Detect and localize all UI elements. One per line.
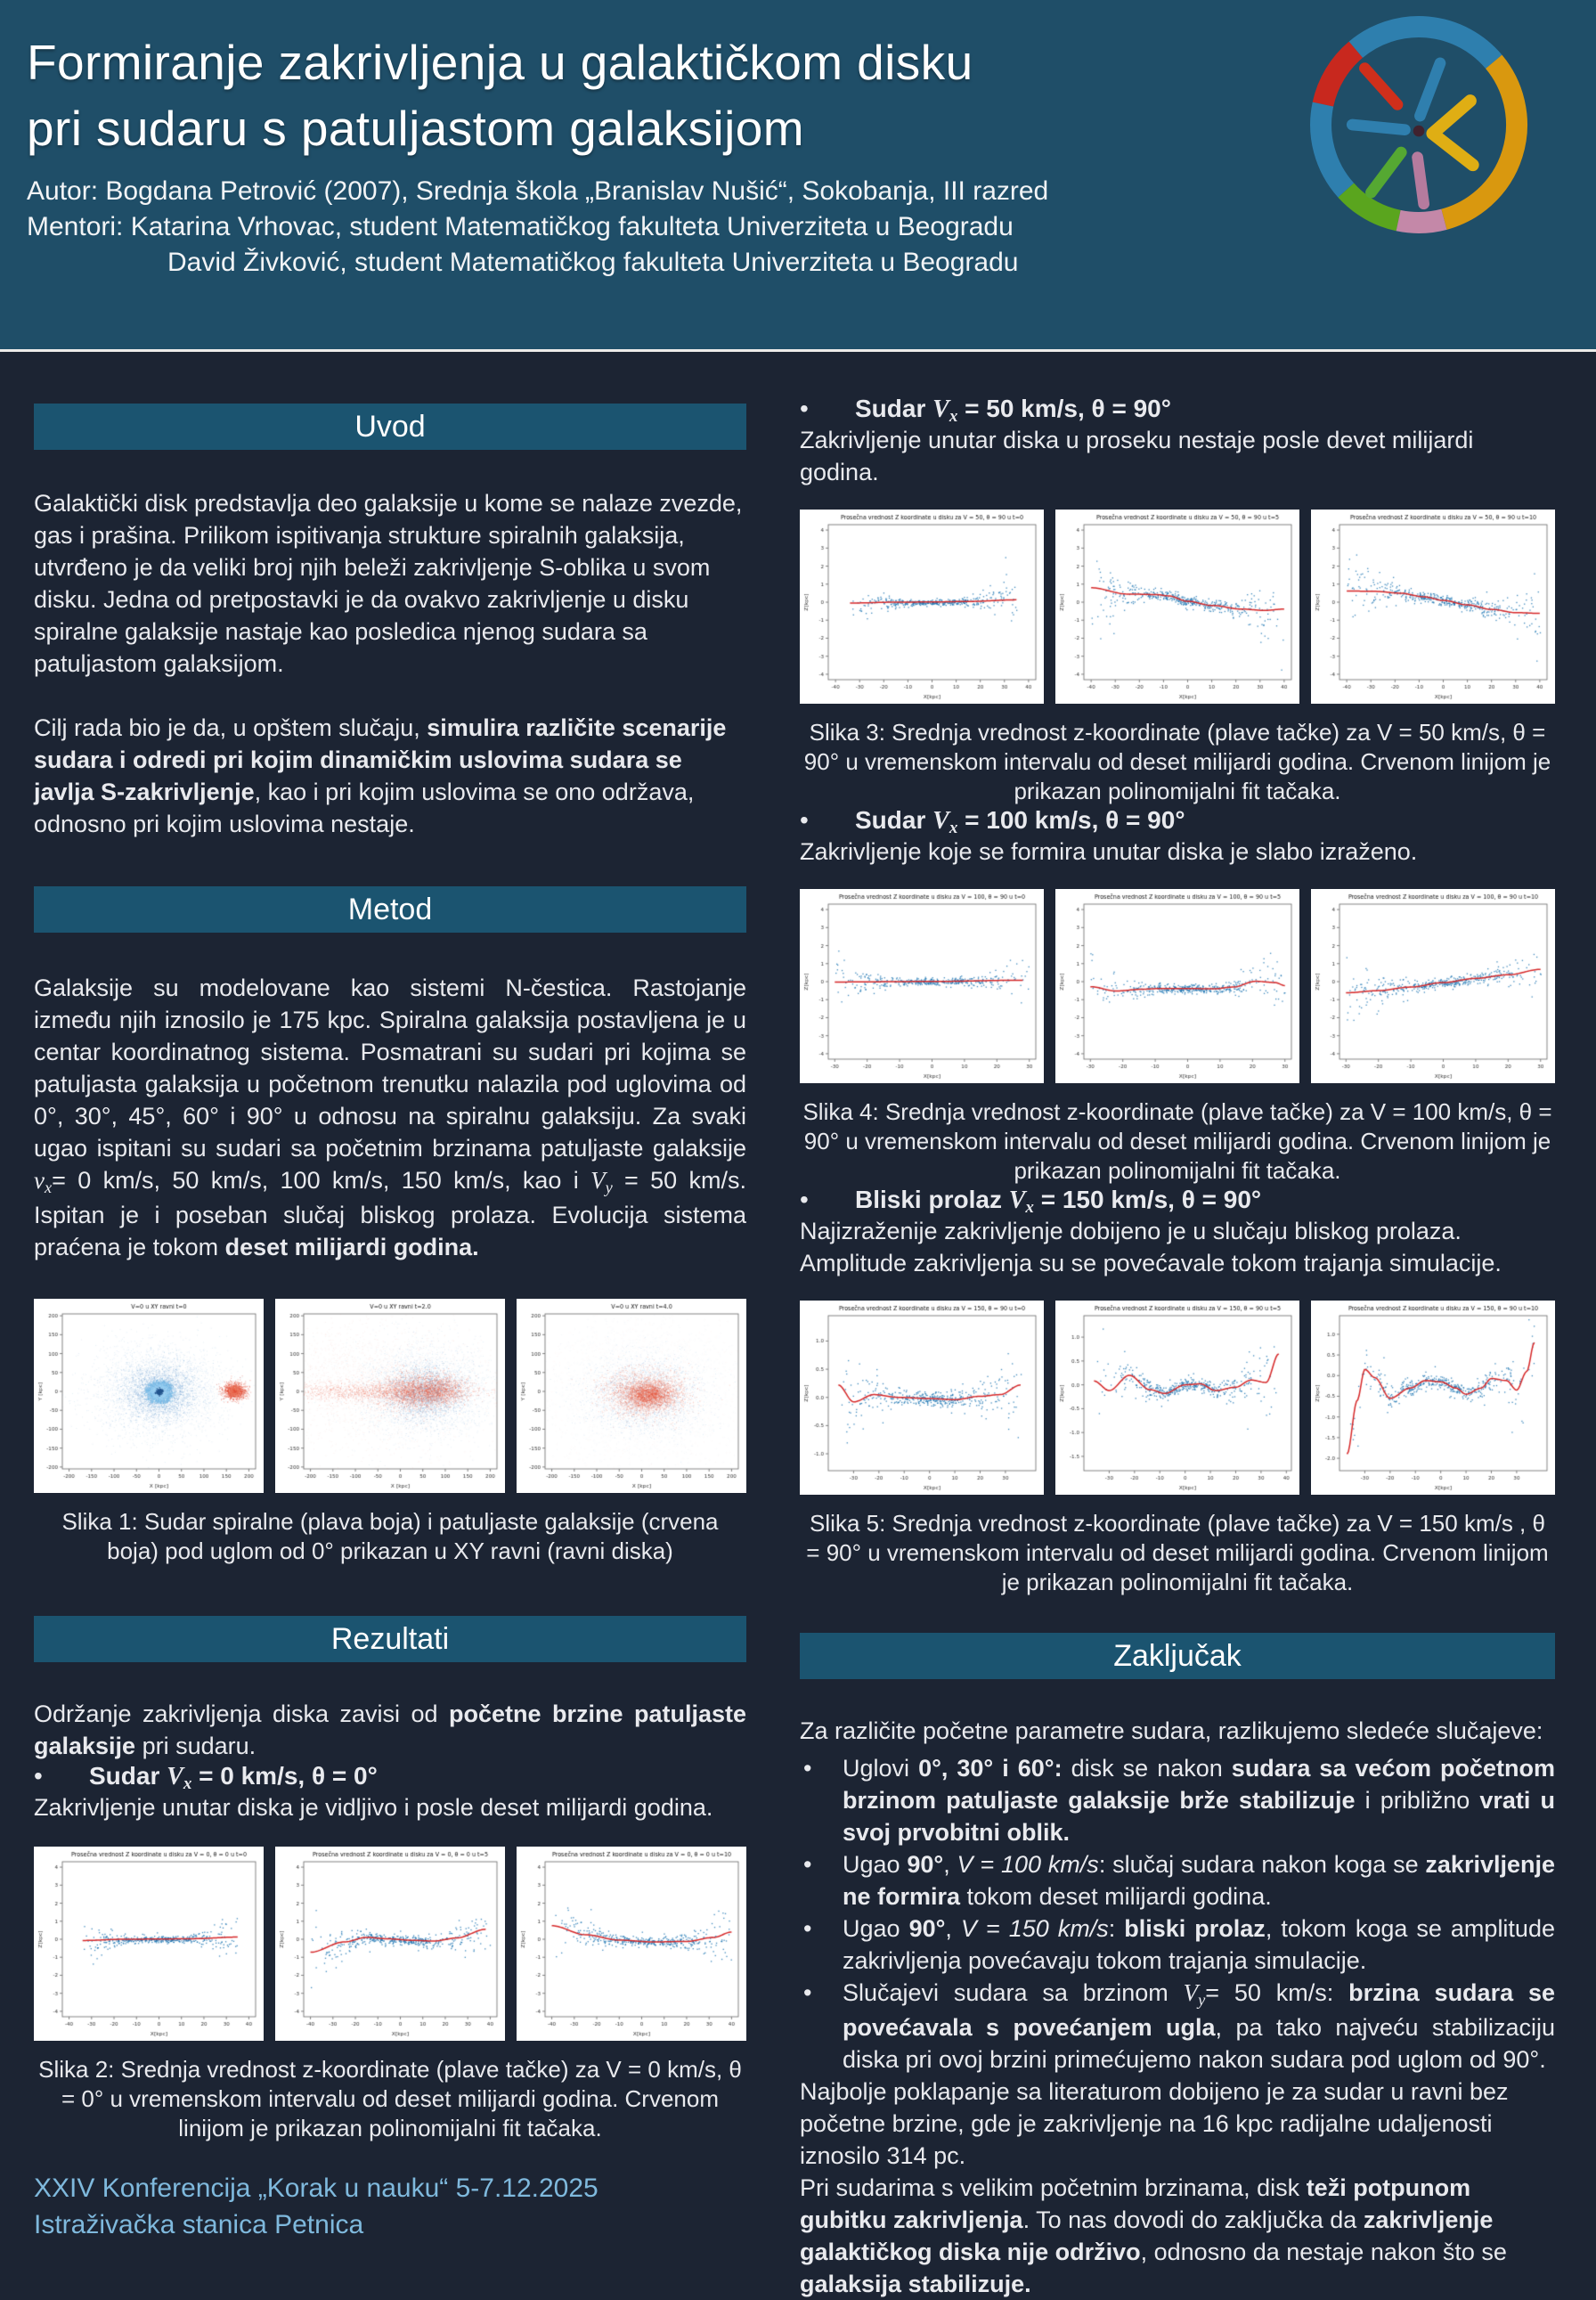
- slika5-panel-2-chart: [1055, 1301, 1299, 1495]
- bullet-marker: •: [34, 1762, 43, 1790]
- bullet-marker: •: [800, 395, 809, 422]
- slika2-panel-2: [275, 1847, 505, 2041]
- sudar-100-text: Zakrivljenje koje se formira unutar disk…: [800, 838, 1418, 865]
- slika5-caption: Slika 5: Srednja vrednost z-koordinate (…: [806, 1510, 1549, 1595]
- bullet-marker: •: [803, 1755, 812, 1782]
- rezultati-intro: Održanje zakrivljenja diska zavisi od po…: [34, 1701, 746, 1759]
- author-line: Autor: Bogdana Petrović (2007), Srednja …: [27, 176, 1049, 207]
- slika5-panel-1-chart: [800, 1301, 1044, 1495]
- bullet-marker: •: [800, 1186, 809, 1213]
- zakljucak-item-4: • Slučajevi sudara sa brzinom Vy= 50 km/…: [800, 1977, 1555, 2076]
- mentor-line-1: Mentori: Katarina Vrhovac, student Matem…: [27, 211, 1014, 241]
- slika5-panel-3: [1311, 1301, 1555, 1495]
- slika3-panel-1-chart: [800, 510, 1044, 704]
- footer-line-1: XXIV Konferencija „Korak u nauku“ 5-7.12…: [34, 2174, 598, 2203]
- slika4-panel-1: [800, 889, 1044, 1083]
- rezultati-bullet-text: Zakrivljenje unutar diska je vidljivo i …: [34, 1794, 713, 1821]
- slika3-panel-3-chart: [1311, 510, 1555, 704]
- slika3-row: [800, 510, 1555, 704]
- slika4-panel-1-chart: [800, 889, 1044, 1083]
- section-header-uvod: Uvod: [34, 404, 746, 450]
- uvod-paragraph-2: Cilj rada bio je da, u opštem slučaju, s…: [34, 714, 727, 837]
- bliski-prolaz-heading-text: Bliski prolaz Vx = 150 km/s, θ = 90°: [855, 1186, 1262, 1218]
- slika4-row: [800, 889, 1555, 1083]
- zakljucak-item-3: • Ugao 90°, V = 150 km/s: bliski prolaz,…: [800, 1913, 1555, 1977]
- right-column: • Sudar Vx = 50 km/s, θ = 90° Zakrivljen…: [800, 395, 1555, 2300]
- slika3-panel-3: [1311, 510, 1555, 704]
- metod-paragraph: Galaksije su modelovane kao sistemi N-če…: [34, 975, 746, 1260]
- zakljucak-item-1-text: Uglovi 0°, 30° i 60°: disk se nakon suda…: [843, 1755, 1555, 1846]
- poster-header: Formiranje zakrivljenja u galaktičkom di…: [0, 0, 1596, 352]
- zakljucak-item-2-text: Ugao 90°, V = 100 km/s: slučaj sudara na…: [843, 1851, 1555, 1910]
- sudar-50-heading-text: Sudar Vx = 50 km/s, θ = 90°: [855, 395, 1171, 427]
- slika2-panel-1: [34, 1847, 264, 2041]
- mentor-line-2: David Živković, student Matematičkog fak…: [167, 247, 1019, 277]
- slika2-panel-3: [517, 1847, 746, 2041]
- zakljucak-intro: Za različite početne parametre sudara, r…: [800, 1717, 1543, 1744]
- slika1-panel-3: [517, 1299, 746, 1493]
- rezultati-bullet-heading: • Sudar Vx = 0 km/s, θ = 0°: [34, 1762, 746, 1794]
- slika1-caption: Slika 1: Sudar spiralne (plava boja) i p…: [61, 1508, 719, 1564]
- conference-footer: XXIV Konferencija „Korak u nauku“ 5-7.12…: [34, 2170, 598, 2243]
- section-header-rezultati: Rezultati: [34, 1616, 746, 1662]
- sudar-50-text: Zakrivljenje unutar diska u proseku nest…: [800, 427, 1474, 485]
- slika1-panel-2: [275, 1299, 505, 1493]
- slika2-panel-3-chart: [517, 1847, 746, 2041]
- bullet-marker: •: [803, 1851, 812, 1878]
- bullet-marker: •: [800, 806, 809, 834]
- zakljucak-item-1: • Uglovi 0°, 30° i 60°: disk se nakon su…: [800, 1752, 1555, 1848]
- slika5-panel-1: [800, 1301, 1044, 1495]
- slika1-panel-1: [34, 1299, 264, 1493]
- slika4-panel-3: [1311, 889, 1555, 1083]
- sudar-50-heading: • Sudar Vx = 50 km/s, θ = 90°: [800, 395, 1555, 427]
- section-header-metod: Metod: [34, 886, 746, 933]
- slika3-panel-2-chart: [1055, 510, 1299, 704]
- slika3-panel-1: [800, 510, 1044, 704]
- footer-line-2: Istraživačka stanica Petnica: [34, 2210, 364, 2239]
- slika3-caption: Slika 3: Srednja vrednost z-koordinate (…: [803, 719, 1551, 804]
- zakljucak-item-3-text: Ugao 90°, V = 150 km/s: bliski prolaz, t…: [843, 1915, 1555, 1974]
- slika5-row: [800, 1301, 1555, 1495]
- slika2-panel-2-chart: [275, 1847, 505, 2041]
- bliski-prolaz-text: Najizraženije zakrivljenje dobijeno je u…: [800, 1218, 1502, 1276]
- slika2-caption: Slika 2: Srednja vrednost z-koordinate (…: [38, 2056, 742, 2141]
- poster-title: Formiranje zakrivljenja u galaktičkom di…: [27, 30, 1596, 161]
- zakljucak-item-2: • Ugao 90°, V = 100 km/s: slučaj sudara …: [800, 1848, 1555, 1913]
- slika1-panel-3-chart: [517, 1299, 746, 1493]
- title-line-2: pri sudaru s patuljastom galaksijom: [27, 100, 804, 156]
- authors-block: Autor: Bogdana Petrović (2007), Srednja …: [27, 174, 1596, 280]
- title-line-1: Formiranje zakrivljenja u galaktičkom di…: [27, 35, 973, 90]
- bliski-prolaz-heading: • Bliski prolaz Vx = 150 km/s, θ = 90°: [800, 1186, 1555, 1218]
- slika4-panel-3-chart: [1311, 889, 1555, 1083]
- slika1-panel-1-chart: [34, 1299, 264, 1493]
- slika1-panel-2-chart: [275, 1299, 505, 1493]
- sudar-100-heading: • Sudar Vx = 100 km/s, θ = 90°: [800, 806, 1555, 838]
- slika5-panel-2: [1055, 1301, 1299, 1495]
- slika2-row: [34, 1847, 746, 2041]
- slika3-panel-2: [1055, 510, 1299, 704]
- slika2-panel-1-chart: [34, 1847, 264, 2041]
- left-column: Uvod Galaktički disk predstavlja deo gal…: [34, 395, 746, 2143]
- sudar-100-heading-text: Sudar Vx = 100 km/s, θ = 90°: [855, 806, 1185, 838]
- zakljucak-item-4-text: Slučajevi sudara sa brzinom Vy= 50 km/s:…: [843, 1979, 1555, 2073]
- conference-logo-icon: [1310, 16, 1527, 233]
- section-header-zakljucak: Zaključak: [800, 1633, 1555, 1679]
- zakljucak-list: • Uglovi 0°, 30° i 60°: disk se nakon su…: [800, 1752, 1555, 2076]
- slika4-panel-2-chart: [1055, 889, 1299, 1083]
- rezultati-bullet-heading-text: Sudar Vx = 0 km/s, θ = 0°: [89, 1762, 378, 1794]
- uvod-paragraph-1: Galaktički disk predstavlja deo galaksij…: [34, 490, 743, 677]
- slika5-panel-3-chart: [1311, 1301, 1555, 1495]
- bullet-marker: •: [803, 1915, 812, 1942]
- zakljucak-closing-2: Pri sudarima s velikim početnim brzinama…: [800, 2174, 1507, 2297]
- slika4-caption: Slika 4: Srednja vrednost z-koordinate (…: [802, 1098, 1552, 1184]
- slika4-panel-2: [1055, 889, 1299, 1083]
- bullet-marker: •: [803, 1979, 812, 2006]
- slika1-row: [34, 1299, 746, 1493]
- zakljucak-closing-1: Najbolje poklapanje sa literaturom dobij…: [800, 2078, 1509, 2169]
